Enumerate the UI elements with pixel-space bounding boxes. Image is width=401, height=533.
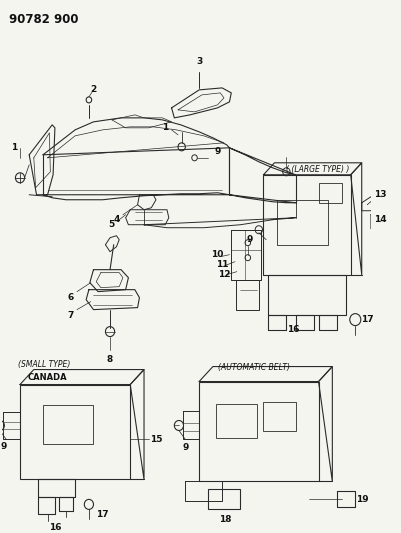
Text: CANADA: CANADA	[27, 373, 67, 382]
Text: 16: 16	[49, 523, 61, 532]
Text: 19: 19	[355, 495, 368, 504]
Text: 10: 10	[211, 250, 223, 259]
Text: 1: 1	[11, 143, 18, 152]
Text: 7: 7	[67, 311, 73, 320]
Text: ( (LARGE TYPE) ): ( (LARGE TYPE) )	[286, 165, 349, 174]
Text: 9: 9	[0, 442, 7, 451]
Text: 18: 18	[218, 515, 231, 524]
Text: 6: 6	[67, 293, 73, 302]
Text: 14: 14	[373, 215, 385, 224]
Bar	[198, 382, 318, 481]
Text: 17: 17	[96, 510, 109, 519]
Text: 4: 4	[113, 215, 119, 224]
Text: 17: 17	[360, 315, 373, 324]
Bar	[20, 384, 130, 479]
Bar	[267, 274, 345, 314]
Text: (AUTOMATIC BELT): (AUTOMATIC BELT)	[217, 363, 289, 372]
Text: 9: 9	[400, 195, 401, 204]
Text: 3: 3	[196, 58, 202, 67]
Text: 2: 2	[90, 85, 96, 94]
Bar	[263, 401, 295, 432]
Text: 9: 9	[182, 443, 188, 452]
Text: 9: 9	[246, 235, 252, 244]
Bar	[318, 183, 341, 203]
Text: 11: 11	[215, 260, 228, 269]
Text: 15: 15	[149, 435, 162, 444]
Text: 16: 16	[287, 325, 299, 334]
Bar	[208, 489, 240, 510]
Text: 12: 12	[217, 270, 230, 279]
Text: 90782 900: 90782 900	[9, 13, 78, 26]
Bar	[263, 175, 350, 274]
Text: 8: 8	[107, 355, 113, 364]
Bar	[277, 200, 327, 245]
Text: 5: 5	[109, 220, 115, 229]
Text: 1: 1	[162, 123, 168, 132]
Bar	[215, 403, 256, 439]
Text: 9: 9	[214, 147, 220, 156]
Text: 13: 13	[373, 190, 385, 199]
Text: (SMALL TYPE): (SMALL TYPE)	[18, 360, 70, 369]
Bar	[43, 405, 93, 445]
